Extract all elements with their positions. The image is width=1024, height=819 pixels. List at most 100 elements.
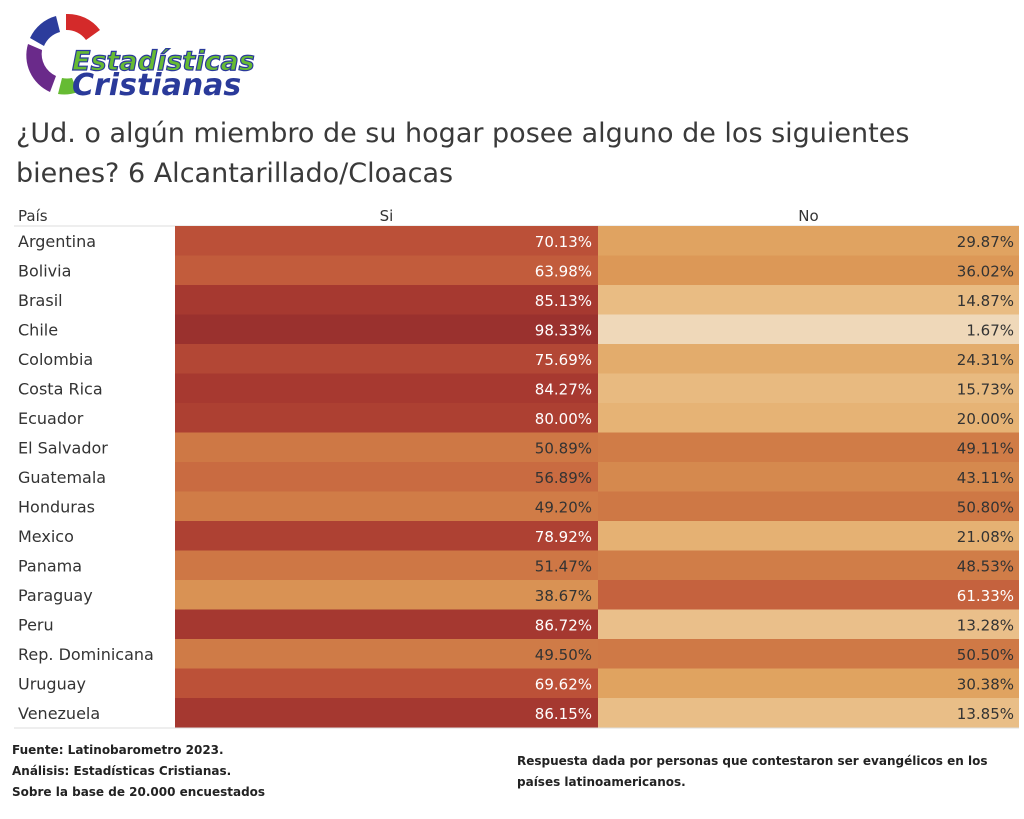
row-label-country: Peru [18,615,54,634]
chart-title-line2: bienes? 6 Alcantarillado/Cloacas [16,158,454,189]
data-label-no: 20.00% [957,410,1014,428]
data-label-no: 24.31% [957,351,1014,369]
heatmap-cell-no [598,639,1019,669]
data-label-si: 49.20% [535,498,592,516]
row-label-country: Rep. Dominicana [18,645,154,664]
logo-text-line2: Cristianas [72,68,241,100]
heatmap-cell-si [175,580,598,610]
heatmap-cell-si [175,550,598,580]
heatmap-cell-no [598,255,1019,285]
footer-note-line2: países latinoamericanos. [517,775,686,789]
logo-ring-green [58,78,78,95]
data-label-si: 50.89% [535,439,592,457]
row-label-country: Bolivia [18,261,71,280]
heatmap-cell-no [598,373,1019,403]
data-label-si: 69.62% [535,675,592,693]
brand-logo: Estadísticas Cristianas [8,8,278,100]
heatmap-cell-no [598,668,1019,698]
footer-source-line: Fuente: Latinobarometro 2023. [12,743,224,757]
data-label-si: 86.15% [535,705,592,723]
data-label-si: 85.13% [535,292,592,310]
heatmap-cell-si [175,639,598,669]
data-label-si: 56.89% [535,469,592,487]
heatmap-cell-si [175,373,598,403]
data-label-si: 51.47% [535,557,592,575]
heatmap-cell-no [598,491,1019,521]
column-header-no: No [798,207,818,225]
logo-ring-red [66,13,100,40]
row-label-country: Colombia [18,350,93,369]
column-header-country: País [18,207,48,225]
heatmap-cell-no [598,314,1019,344]
data-label-si: 80.00% [535,410,592,428]
row-label-country: Argentina [18,232,96,251]
row-label-country: Venezuela [18,704,100,723]
row-label-country: Uruguay [18,674,86,693]
column-header-si: Si [380,207,394,225]
heatmap-cell-no [598,403,1019,433]
data-label-no: 13.85% [957,705,1014,723]
data-label-no: 36.02% [957,262,1014,280]
data-label-si: 63.98% [535,262,592,280]
data-label-si: 78.92% [535,528,592,546]
heatmap-cell-si [175,285,598,315]
heatmap-cell-no [598,285,1019,315]
data-label-no: 50.80% [957,498,1014,516]
data-label-no: 14.87% [957,292,1014,310]
data-label-si: 49.50% [535,646,592,664]
data-label-no: 1.67% [966,321,1014,339]
data-label-no: 13.28% [957,616,1014,634]
data-label-si: 70.13% [535,233,592,251]
data-label-no: 61.33% [957,587,1014,605]
row-label-country: Costa Rica [18,379,103,398]
heatmap-cell-no [598,344,1019,374]
chart-title-line1: ¿Ud. o algún miembro de su hogar posee a… [16,118,910,149]
row-label-country: Ecuador [18,409,84,428]
footer-note: Respuesta dada por personas que contesta… [517,751,997,793]
heatmap-cell-si [175,698,598,728]
data-label-no: 30.38% [957,675,1014,693]
logo-text-line1: Estadísticas [72,46,255,77]
data-label-no: 29.87% [957,233,1014,251]
footer-base-line: Sobre la base de 20.000 encuestados [12,785,266,799]
row-label-country: Guatemala [18,468,106,487]
footer-source: Fuente: Latinobarometro 2023. Análisis: … [12,740,265,803]
heatmap-cell-si [175,255,598,285]
heatmap-cell-si [175,314,598,344]
data-label-no: 49.11% [957,439,1014,457]
heatmap-cell-si [175,432,598,462]
row-label-country: Paraguay [18,586,93,605]
heatmap-cell-no [598,580,1019,610]
data-label-no: 48.53% [957,557,1014,575]
heatmap-cell-si [175,403,598,433]
heatmap-cell-si [175,226,598,256]
heatmap-cell-si [175,462,598,492]
heatmap-cell-si [175,609,598,639]
row-label-country: Panama [18,556,82,575]
heatmap-cell-no [598,432,1019,462]
data-label-si: 75.69% [535,351,592,369]
heatmap-cell-no [598,698,1019,728]
heatmap-cell-si [175,668,598,698]
data-label-no: 15.73% [957,380,1014,398]
row-label-country: Honduras [18,497,95,516]
logo-ring-purple [26,44,56,92]
data-label-no: 21.08% [957,528,1014,546]
heatmap-cell-no [598,550,1019,580]
heatmap-cell-si [175,521,598,551]
chart-title: ¿Ud. o algún miembro de su hogar posee a… [16,114,1006,194]
row-label-country: Brasil [18,291,63,310]
data-label-si: 38.67% [535,587,592,605]
logo-ring-blue [30,16,60,46]
footer-analysis-line: Análisis: Estadísticas Cristianas. [12,764,232,778]
data-label-no: 43.11% [957,469,1014,487]
heatmap-cell-no [598,462,1019,492]
data-label-si: 84.27% [535,380,592,398]
heatmap-cell-si [175,344,598,374]
data-label-si: 86.72% [535,616,592,634]
heatmap-cell-no [598,521,1019,551]
heatmap-cell-si [175,491,598,521]
heatmap-cell-no [598,609,1019,639]
data-label-no: 50.50% [957,646,1014,664]
